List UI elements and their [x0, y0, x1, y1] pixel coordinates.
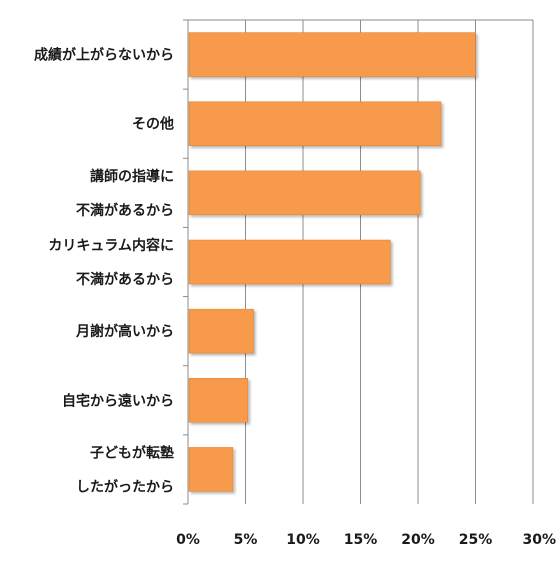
x-tick-label-1: 5%: [234, 532, 258, 548]
category-label-3-line-1: 不満があるから: [76, 271, 174, 288]
bar-3: [188, 239, 391, 285]
category-label-6-line-0: 子どもが転塾: [90, 444, 174, 461]
x-tick-label-2: 10%: [286, 532, 320, 548]
category-label-2-line-0: 講師の指導に: [90, 168, 174, 185]
category-label-4: 月謝が高いから: [75, 323, 174, 340]
category-label-3-line-0: カリキュラム内容に: [48, 237, 174, 254]
x-tick-label-3: 15%: [344, 532, 378, 548]
category-label-1: その他: [132, 116, 174, 133]
bar-1: [188, 101, 442, 146]
category-label-5: 自宅から遠いから: [62, 392, 174, 409]
x-tick-labels: 0% 5% 10% 15% 20% 25% 30%: [176, 532, 556, 548]
bar-4: [188, 308, 254, 354]
x-tick-label-5: 25%: [459, 532, 493, 548]
x-tick-label-4: 20%: [401, 532, 435, 548]
gridlines: [183, 19, 534, 505]
bars: [188, 32, 476, 492]
bar-5: [188, 378, 249, 423]
category-label-6-line-1: したがったから: [76, 478, 174, 495]
x-tick-label-6: 30%: [522, 532, 556, 548]
category-label-0: 成績が上がらないから: [34, 47, 174, 64]
bar-0: [188, 32, 476, 77]
category-label-2-line-1: 不満があるから: [76, 202, 174, 219]
bar-2: [188, 170, 421, 216]
category-labels: 成績が上がらないからその他講師の指導に不満があるからカリキュラム内容に不満がある…: [34, 47, 174, 496]
x-tick-label-0: 0%: [176, 532, 200, 548]
bar-6: [188, 447, 234, 492]
